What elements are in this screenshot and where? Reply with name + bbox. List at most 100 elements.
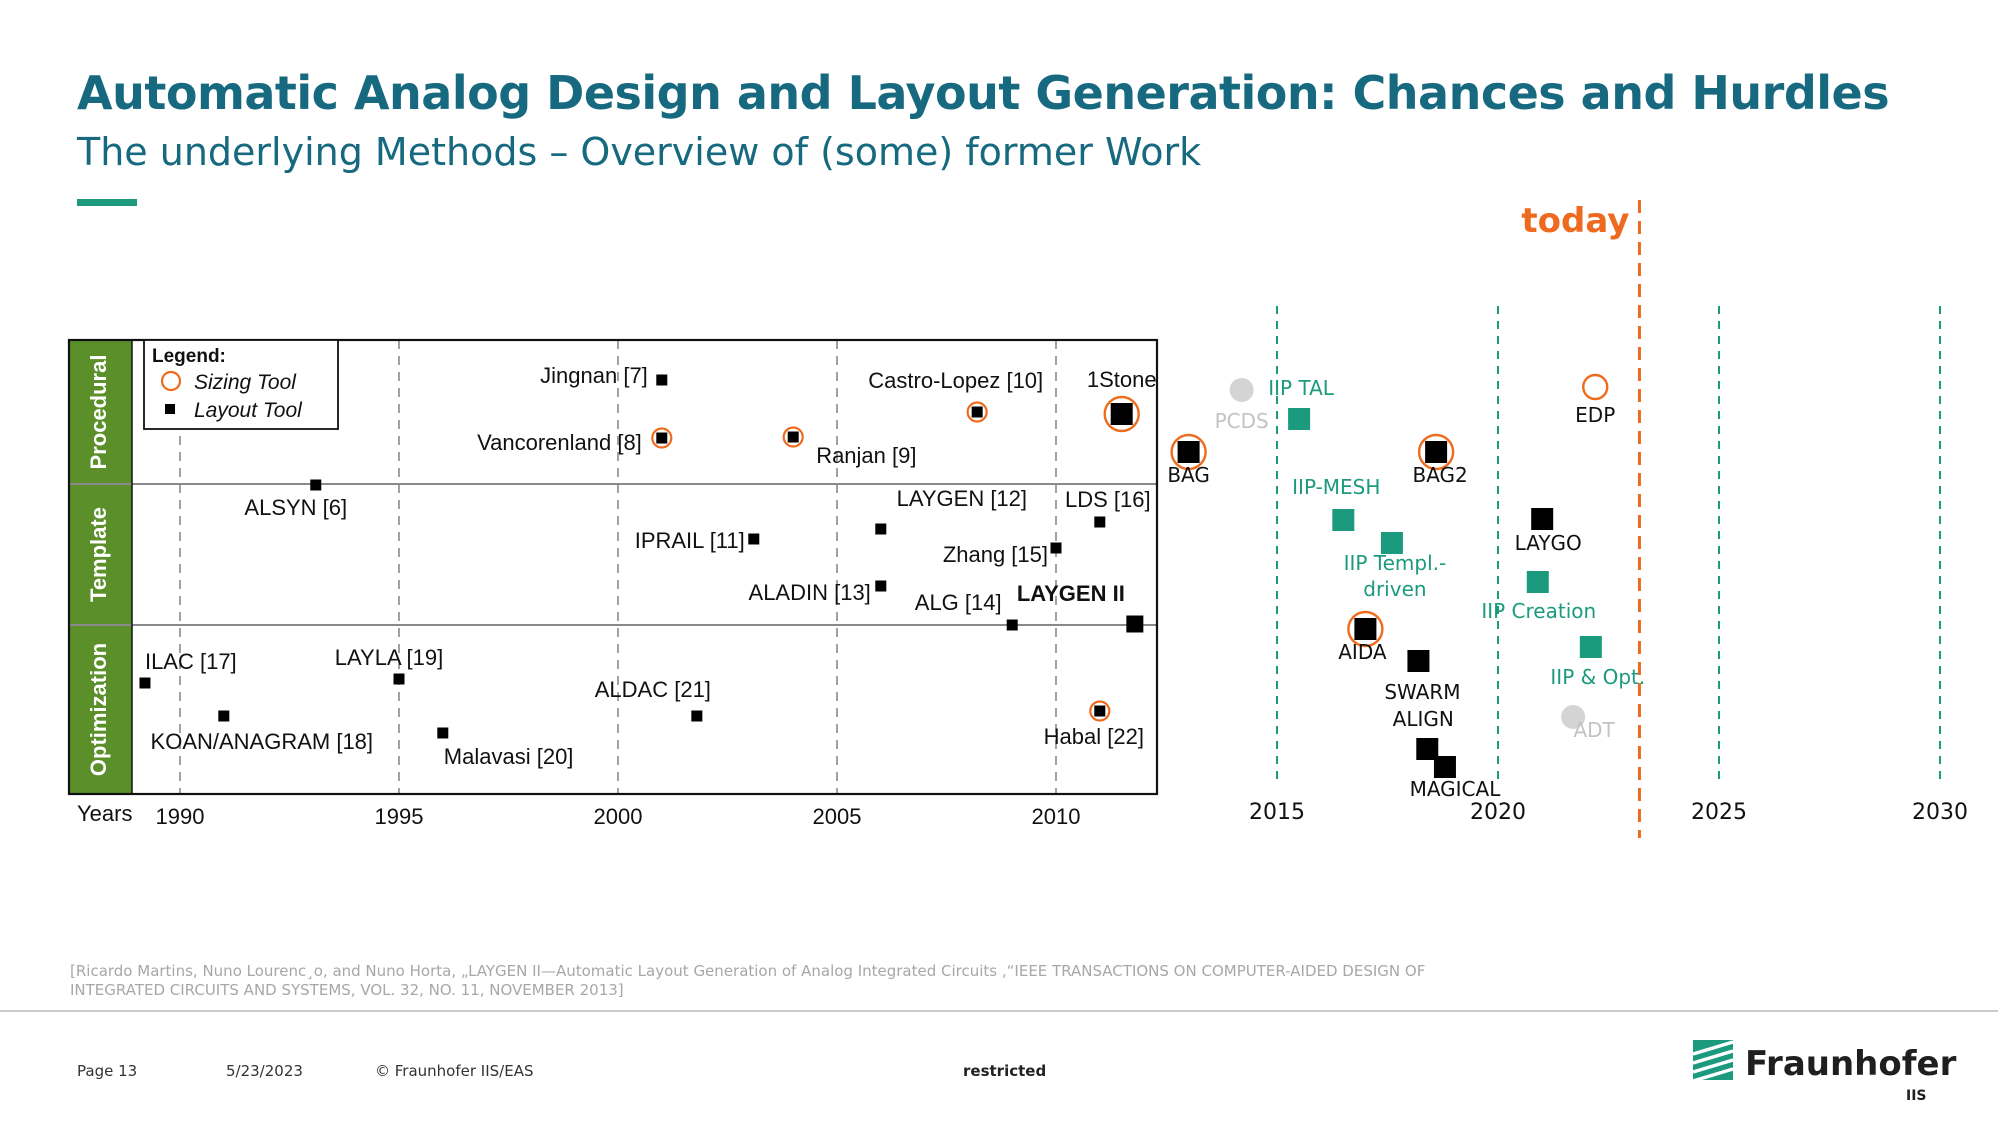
point-swarm [1407,650,1430,672]
fraunhofer-logo-icon [1693,1040,1733,1080]
point-iprail-11 [748,533,760,545]
category-label-template: Template [86,507,111,602]
point-jingnan-7 [656,374,668,386]
point-edp [1582,373,1609,401]
label-iip-templ-driven-2: driven [1363,577,1426,601]
point-ilac-17 [139,677,151,689]
citation-text: [Ricardo Martins, Nuno Lourenc¸o, and Nu… [70,962,1426,999]
legend-layout-label: Layout Tool [194,399,303,422]
tick-label-2005: 2005 [813,804,862,829]
tick-label-1995: 1995 [375,804,424,829]
point-ranjan-9 [787,431,799,443]
label-bag2: BAG2 [1412,463,1467,487]
label-koan-anagram-18: KOAN/ANAGRAM [18] [151,729,374,754]
label-1stone: 1Stone [1087,367,1157,392]
label-magical: MAGICAL [1410,777,1502,801]
label-align: ALIGN [1393,707,1454,731]
point-alg-14 [1006,619,1018,631]
slide-title: Automatic Analog Design and Layout Gener… [77,66,1890,120]
point-layla-19 [393,673,405,685]
label-laygen-12: LAYGEN [12] [897,486,1027,511]
footer-classification: restricted [963,1062,1047,1080]
logo-wordmark: Fraunhofer [1745,1044,1957,1084]
chart-frame [67,338,1159,796]
label-laygen-ii: LAYGEN II [1017,581,1125,606]
footer-divider [0,1010,1998,1012]
tick-label-2030: 2030 [1912,800,1968,825]
fraunhofer-logo: Fraunhofer IIS [1693,1040,1956,1110]
tick-label-1990: 1990 [156,804,205,829]
label-alsyn-6: ALSYN [6] [244,495,347,520]
label-jingnan-7: Jingnan [7] [540,363,648,388]
category-label-optimization: Optimization [86,643,111,776]
point-habal-22 [1094,705,1106,717]
point-aldac-21 [691,710,703,722]
point-iip-opt [1579,636,1602,658]
label-iip-mesh: IIP-MESH [1292,475,1380,499]
category-strip [69,340,132,794]
point-pcds [1229,378,1254,402]
label-ranjan-9: Ranjan [9] [816,443,916,468]
label-castro-lopez-10: Castro-Lopez [10] [868,368,1043,393]
label-aladin-13: ALADIN [13] [749,580,871,605]
legend-title: Legend: [152,346,226,367]
x-axis-label: Years [77,801,132,826]
label-edp: EDP [1575,403,1615,427]
point-align [1416,738,1439,760]
label-layla-19: LAYLA [19] [335,645,443,670]
point-vancorenland-8 [656,432,668,444]
point-malavasi-20 [437,727,449,739]
tick-label-2000: 2000 [594,804,643,829]
point-bag [1177,441,1200,463]
point-castro-lopez-10 [971,406,983,418]
point-alsyn-6 [310,479,322,491]
point-adt [1561,705,1586,729]
label-aida: AIDA [1338,640,1387,664]
label-iprail-11: IPRAIL [11] [635,528,745,553]
logo-subtext: IIS [1906,1088,1927,1104]
label-ilac-17: ILAC [17] [145,649,237,674]
label-iip-creation: IIP Creation [1481,599,1596,623]
label-laygo: LAYGO [1515,531,1582,555]
label-malavasi-20: Malavasi [20] [444,744,574,769]
label-pcds: PCDS [1215,409,1269,433]
label-iip-opt: IIP & Opt. [1550,665,1645,689]
legend-layout-marker [165,404,175,414]
label-bag: BAG [1167,463,1210,487]
today-label: today [1521,201,1629,241]
label-alg-14: ALG [14] [915,590,1002,615]
label-zhang-15: Zhang [15] [943,542,1048,567]
point-laygen-12 [875,523,887,535]
category-label-procedural: Procedural [86,355,111,470]
timeline-chart: Procedural Template Optimization Years 1990 1… [67,200,1968,838]
point-1stone [1110,403,1133,425]
tick-label-2025: 2025 [1691,800,1747,825]
footer-date: 5/23/2023 [226,1062,303,1080]
label-iip-templ-driven-1: IIP Templ.- [1344,551,1447,575]
point-bag2 [1425,441,1448,463]
accent-bar [77,199,137,206]
legend-sizing-marker [160,370,182,392]
label-iip-tal: IIP TAL [1268,376,1335,400]
point-laygen-ii [1126,615,1144,633]
legend-sizing-label: Sizing Tool [194,371,297,394]
point-koan-anagram-18 [218,710,230,722]
point-magical [1433,756,1456,778]
legend-box [143,339,339,430]
tick-label-2015: 2015 [1249,800,1305,825]
point-zhang-15 [1050,542,1062,554]
label-adt: ADT [1573,718,1615,742]
label-aldac-21: ALDAC [21] [595,677,711,702]
tick-label-2020: 2020 [1470,800,1526,825]
point-lds-16 [1094,516,1106,528]
label-swarm: SWARM [1384,680,1460,704]
tick-label-2010: 2010 [1032,804,1081,829]
point-aladin-13 [875,580,887,592]
point-iip-tal [1288,408,1311,430]
label-lds-16: LDS [16] [1065,487,1151,512]
point-laygo [1531,508,1554,530]
point-iip-creation [1526,571,1549,593]
point-aida [1354,618,1377,640]
label-vancorenland-8: Vancorenland [8] [477,430,642,455]
label-habal-22: Habal [22] [1044,724,1144,749]
